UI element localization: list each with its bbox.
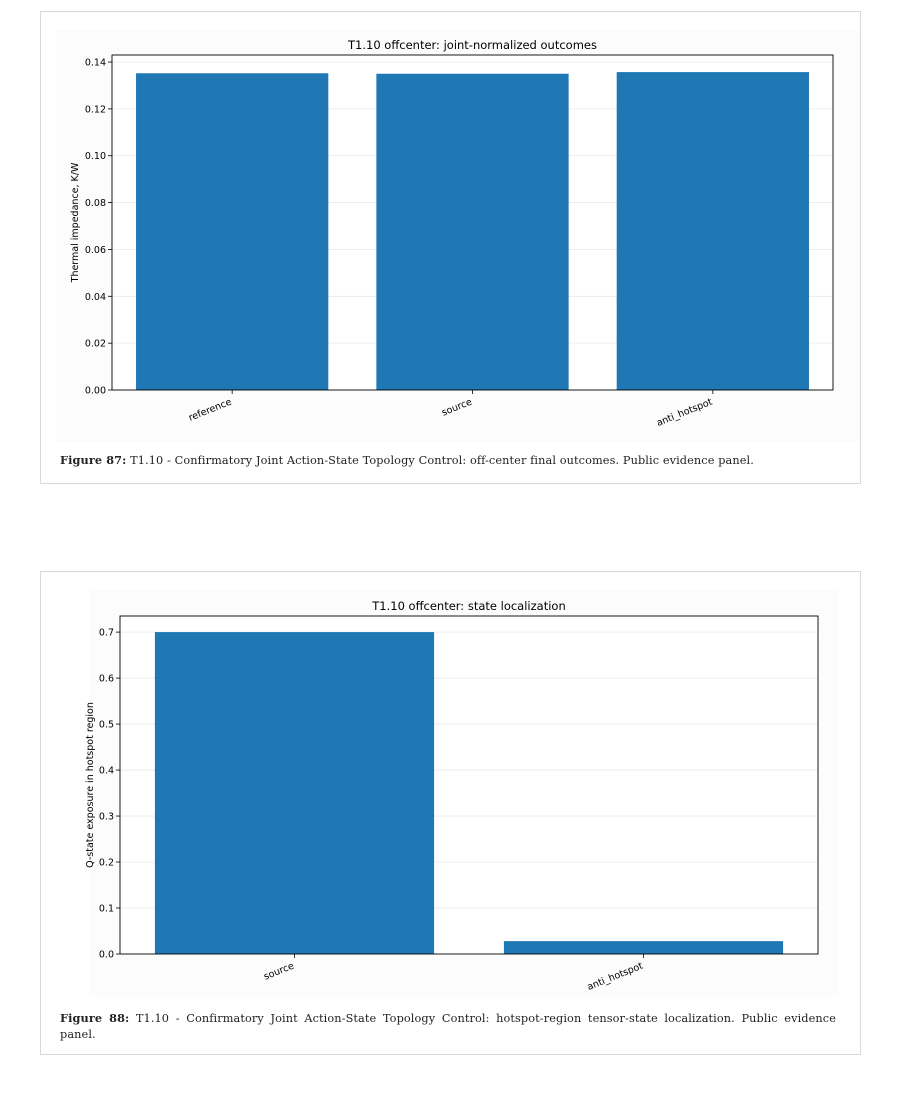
chart-title: T1.10 offcenter: joint-normalized outcom…: [347, 38, 597, 52]
caption-text: T1.10 - Confirmatory Joint Action-State …: [130, 454, 754, 467]
figure-87: 0.00 0.02 0.04 0.06 0.08 0.10 0.12 0.14 referenc…: [40, 11, 861, 484]
y-tick-label: 0.08: [85, 198, 106, 209]
y-tick-label: 0.6: [99, 674, 114, 685]
figure-88: 0.0 0.1 0.2 0.3 0.4 0.5 0.6 0.7 source anti_hotsp…: [40, 571, 861, 1055]
y-tick-label: 0.04: [85, 292, 106, 303]
y-axis-label: Thermal impedance, K/W: [70, 162, 81, 283]
y-tick-label: 0.2: [99, 858, 114, 869]
y-tick-label: 0.3: [99, 812, 114, 823]
y-tick-label: 0.0: [99, 950, 114, 961]
y-tick-label: 0.06: [85, 245, 106, 256]
y-tick-label: 0.5: [99, 720, 114, 731]
figure-caption: Figure 88: T1.10 - Confirmatory Joint Ac…: [60, 1010, 836, 1043]
y-tick-label: 0.1: [99, 904, 114, 915]
bar-source: [154, 632, 435, 954]
y-tick-label: 0.7: [99, 628, 114, 639]
y-tick-label: 0.12: [85, 104, 106, 115]
y-tick-label: 0.4: [99, 766, 114, 777]
chart-thermal-impedance: 0.000.020.040.060.080.100.120.14referenc…: [56, 30, 860, 442]
caption-label: Figure 88:: [60, 1011, 130, 1025]
caption-text: T1.10 - Confirmatory Joint Action-State …: [60, 1012, 836, 1041]
y-tick-label: 0.00: [85, 386, 106, 397]
bar-anti_hotspot: [503, 941, 784, 954]
y-tick-label: 0.14: [85, 58, 106, 69]
bar-source: [376, 73, 569, 390]
y-axis-label: Q-state exposure in hotspot region: [85, 702, 96, 868]
axes-frame: [119, 615, 819, 955]
figure-caption: Figure 87: T1.10 - Confirmatory Joint Ac…: [60, 452, 836, 469]
axes-frame: [111, 54, 834, 391]
bar-anti_hotspot: [616, 72, 809, 391]
y-tick-label: 0.02: [85, 339, 106, 350]
chart-title: T1.10 offcenter: state localization: [371, 599, 565, 613]
caption-label: Figure 87:: [60, 453, 127, 467]
y-tick-label: 0.10: [85, 151, 106, 162]
bar-reference: [136, 73, 329, 390]
